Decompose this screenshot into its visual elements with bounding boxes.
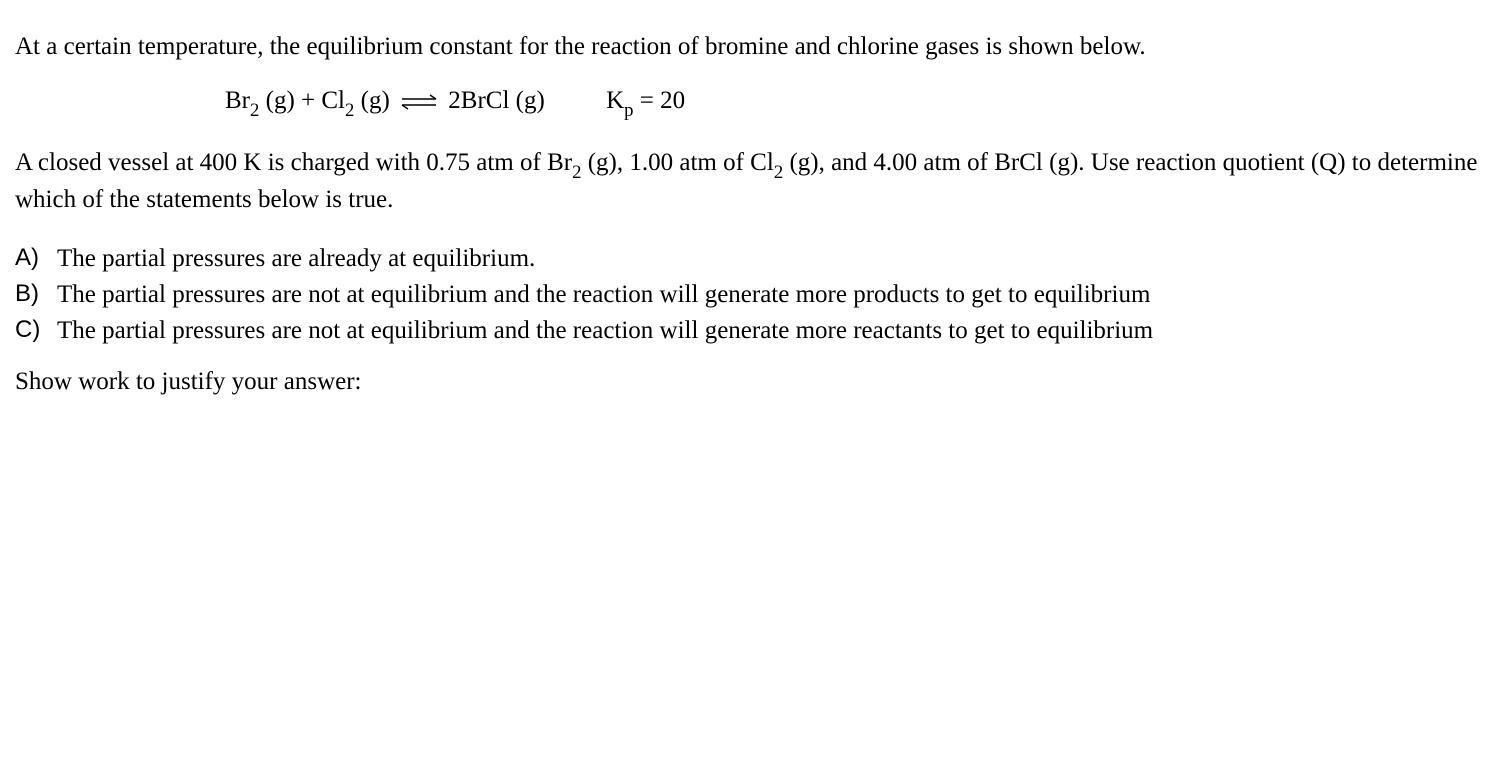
kp-expression: Kp = 20	[606, 84, 685, 121]
setup-sub1: 2	[572, 162, 581, 183]
options-list: A) The partial pressures are already at …	[15, 242, 1491, 347]
option-c-text: The partial pressures are not at equilib…	[57, 314, 1491, 348]
option-a-letter: A)	[15, 242, 57, 274]
equilibrium-arrow-icon	[399, 93, 439, 111]
setup-mid1: (g), 1.00 atm of Cl	[581, 149, 773, 176]
eq-lhs-post: (g)	[354, 87, 396, 114]
equation-line: Br2 (g) + Cl2 (g) 2BrCl (g) Kp = 20	[15, 84, 1491, 121]
option-a-text: The partial pressures are already at equ…	[57, 242, 1491, 276]
option-b: B) The partial pressures are not at equi…	[15, 278, 1491, 312]
setup-paragraph: A closed vessel at 400 K is charged with…	[15, 146, 1491, 217]
kp-value: = 20	[634, 87, 686, 114]
setup-pre1: A closed vessel at 400 K is charged with…	[15, 149, 572, 176]
option-c-letter: C)	[15, 314, 57, 346]
option-b-letter: B)	[15, 278, 57, 310]
option-c: C) The partial pressures are not at equi…	[15, 314, 1491, 348]
option-b-text: The partial pressures are not at equilib…	[57, 278, 1491, 312]
kp-label: K	[606, 87, 624, 114]
eq-lhs-br: Br	[225, 87, 250, 114]
show-work-prompt: Show work to justify your answer:	[15, 365, 1491, 399]
kp-sub: p	[624, 100, 633, 121]
eq-sub-2a: 2	[250, 100, 259, 121]
option-a: A) The partial pressures are already at …	[15, 242, 1491, 276]
eq-rhs: 2BrCl (g)	[448, 87, 545, 114]
eq-sub-2b: 2	[345, 100, 354, 121]
setup-sub2: 2	[774, 162, 783, 183]
intro-text: At a certain temperature, the equilibriu…	[15, 33, 1146, 60]
eq-mid1: (g) + Cl	[259, 87, 345, 114]
intro-paragraph: At a certain temperature, the equilibriu…	[15, 30, 1491, 64]
